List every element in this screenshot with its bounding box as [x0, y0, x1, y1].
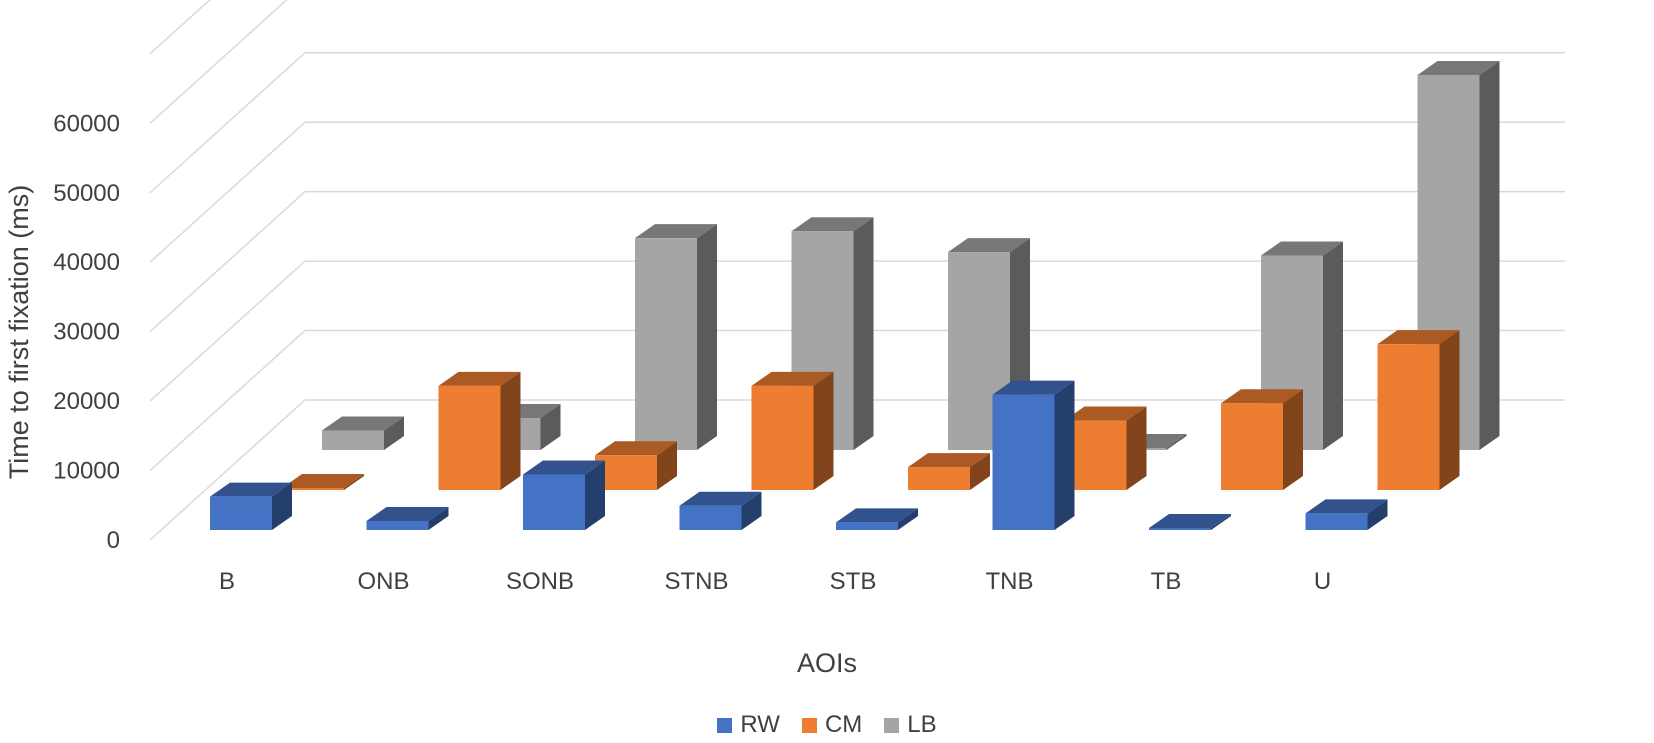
- y-tick-label: 50000: [53, 180, 120, 207]
- x-tick-label: STNB: [664, 568, 728, 595]
- gridlines: [149, 0, 1565, 541]
- legend-label: CM: [824, 711, 863, 738]
- bar-CM-STB: [908, 453, 990, 490]
- y-tick-label: 0: [107, 527, 120, 554]
- bar-RW-SONB: [523, 460, 605, 530]
- y-tick-label: 10000: [53, 458, 120, 485]
- bar-LB-B: [322, 416, 404, 450]
- x-tick-label: TNB: [986, 568, 1034, 595]
- legend-swatch: [717, 717, 733, 733]
- y-tick-label: 40000: [53, 249, 120, 276]
- chart: 0 10000 20000 30000 40000 50000 60000 B ONB SONB…: [4, 0, 1565, 678]
- bar-RW-TB: [1149, 514, 1231, 530]
- bar-CM-ONB: [438, 371, 521, 490]
- gridline: [149, 0, 288, 124]
- y-axis-title: Time to first fixation (ms): [4, 185, 34, 480]
- x-axis-ticks: B ONB SONB STNB STB TNB TB U: [219, 568, 1331, 595]
- bar-RW-STB: [836, 508, 918, 530]
- gridline: [149, 399, 1565, 541]
- bar-CM-TNB: [1064, 406, 1147, 490]
- bar-LB-SONB: [635, 224, 717, 450]
- x-tick-label: SONB: [506, 568, 574, 595]
- bar-CM-SONB: [595, 441, 677, 490]
- legend: RW CM LB: [0, 708, 1654, 742]
- bar-RW-B: [210, 482, 292, 530]
- legend-swatch: [884, 717, 900, 733]
- gridline: [149, 52, 1565, 194]
- legend-swatch: [801, 717, 817, 733]
- legend-label: LB: [907, 711, 937, 738]
- bar-CM-U: [1377, 330, 1460, 490]
- bar-CM-TB: [1221, 389, 1303, 490]
- bar-RW-ONB: [366, 506, 449, 530]
- legend-label: RW: [740, 711, 780, 738]
- bar-RW-TNB: [992, 380, 1075, 530]
- x-tick-label: ONB: [357, 568, 409, 595]
- y-axis-ticks: 0 10000 20000 30000 40000 50000 60000: [53, 110, 120, 554]
- bar-CM-STNB: [751, 371, 834, 490]
- legend-item: CM: [801, 711, 863, 739]
- gridline: [149, 0, 211, 55]
- gridline: [149, 121, 1565, 263]
- bar-RW-STNB: [679, 491, 762, 530]
- legend-item: LB: [884, 711, 937, 739]
- legend-item: RW: [717, 711, 780, 739]
- y-tick-label: 60000: [53, 110, 120, 137]
- y-tick-label: 30000: [53, 319, 120, 346]
- x-tick-label: B: [219, 568, 235, 595]
- bar-CM-B: [282, 474, 364, 490]
- bar-RW-U: [1305, 499, 1388, 530]
- x-tick-label: U: [1314, 568, 1331, 595]
- gridline: [149, 329, 1565, 472]
- y-tick-label: 20000: [53, 388, 120, 415]
- x-tick-label: TB: [1151, 568, 1182, 595]
- x-tick-label: STB: [830, 568, 877, 595]
- bars: [210, 60, 1500, 530]
- gridline: [149, 260, 1565, 402]
- gridline: [149, 190, 1565, 333]
- x-axis-title: AOIs: [797, 648, 857, 678]
